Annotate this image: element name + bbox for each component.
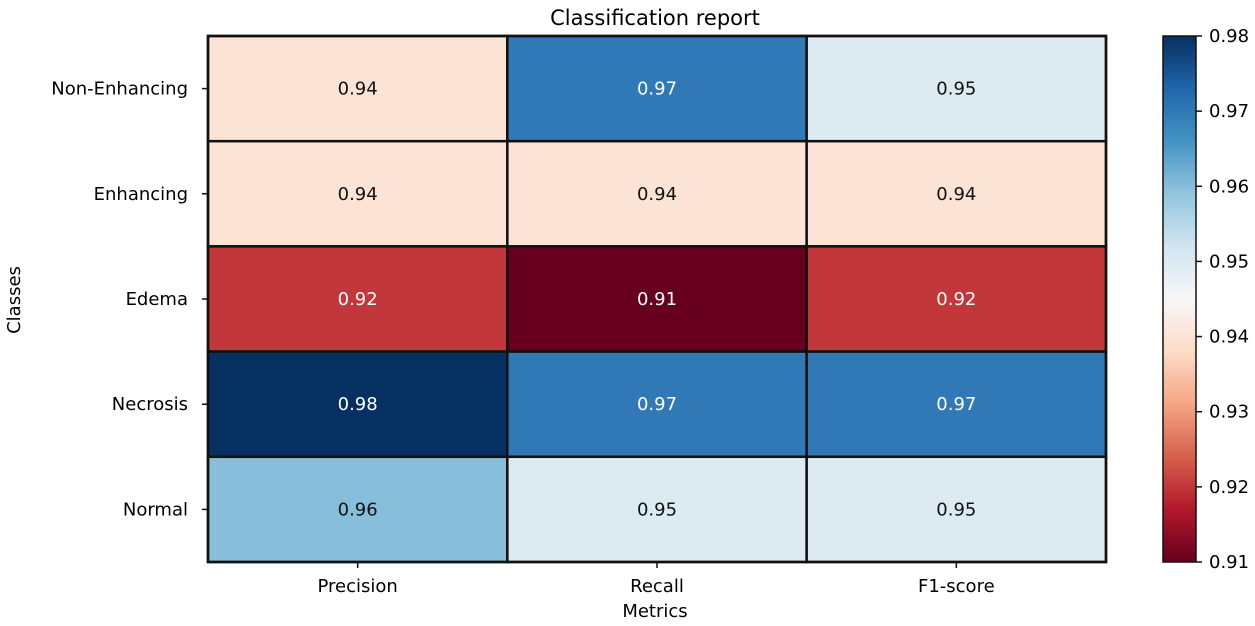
colorbar-tick-label: 0.98 — [1209, 26, 1249, 47]
colorbar-tick-label: 0.92 — [1209, 477, 1249, 498]
colorbar-tick-label: 0.91 — [1209, 552, 1249, 573]
cell-value-label: 0.95 — [637, 499, 677, 520]
heatmap-cell — [506, 455, 808, 564]
colorbar-tick-label: 0.97 — [1209, 101, 1249, 122]
heatmap-cell — [506, 245, 808, 353]
y-tick-label: Necrosis — [112, 394, 188, 415]
cell-value-label: 0.97 — [637, 79, 677, 100]
colorbar-tick-label: 0.95 — [1209, 251, 1249, 272]
cell-value-label: 0.94 — [338, 184, 378, 205]
x-tick-labels: Precision Recall F1-score — [318, 562, 995, 597]
x-tick-label: F1-score — [918, 576, 995, 597]
colorbar-tick-label: 0.96 — [1209, 176, 1249, 197]
cell-value-label: 0.96 — [338, 499, 378, 520]
cell-value-label: 0.97 — [637, 394, 677, 415]
cell-value-label: 0.98 — [338, 394, 378, 415]
heatmap-cell — [506, 34, 808, 143]
cell-value-label: 0.94 — [936, 184, 976, 205]
heatmap-cell — [206, 34, 509, 143]
x-axis-label: Metrics — [622, 601, 687, 622]
y-tick-label: Normal — [123, 499, 188, 520]
cell-value-label: 0.94 — [637, 184, 677, 205]
heatmap-cells: 0.94 0.97 0.95 0.94 0.94 0.94 0.92 0.91 0.92 0.98… — [206, 34, 1108, 564]
cell-value-label: 0.95 — [936, 79, 976, 100]
y-tick-label: Non-Enhancing — [51, 79, 188, 100]
x-tick-label: Recall — [630, 576, 684, 597]
y-tick-label: Edema — [126, 289, 188, 310]
colorbar-tick-label: 0.94 — [1209, 327, 1249, 348]
colorbar-tick-label: 0.93 — [1209, 402, 1249, 423]
cell-value-label: 0.95 — [936, 499, 976, 520]
y-tick-labels: Non-Enhancing Enhancing Edema Necrosis Norma… — [51, 79, 208, 520]
cell-value-label: 0.91 — [637, 289, 677, 310]
heatmap-cell — [805, 350, 1108, 459]
x-tick-label: Precision — [318, 576, 398, 597]
cell-value-label: 0.97 — [936, 394, 976, 415]
heatmap-cell — [805, 139, 1108, 248]
y-tick-label: Enhancing — [94, 184, 188, 205]
heatmap-cell — [206, 139, 509, 248]
y-axis-label: Classes — [4, 266, 25, 334]
colorbar-gradient — [1162, 35, 1197, 563]
heatmap-cell — [206, 350, 509, 459]
colorbar: 0.91 0.92 0.93 0.94 0.95 0.96 0.97 0.98 — [1162, 26, 1249, 573]
cell-value-label: 0.94 — [338, 79, 378, 100]
chart-title: Classification report — [550, 6, 760, 30]
cell-value-label: 0.92 — [338, 289, 378, 310]
cell-value-label: 0.92 — [936, 289, 976, 310]
